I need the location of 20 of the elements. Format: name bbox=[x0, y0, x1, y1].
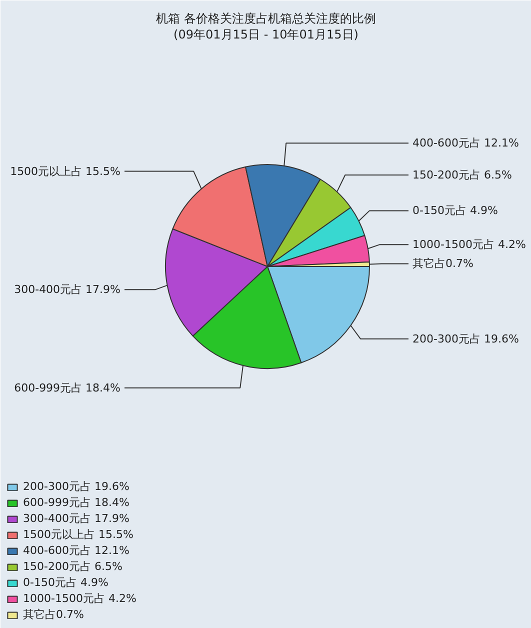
slice-label: 1500元以上占 15.5% bbox=[10, 164, 120, 178]
legend-label: 150-200元占 6.5% bbox=[23, 559, 122, 574]
slice-label: 其它占0.7% bbox=[412, 257, 474, 270]
slice-label: 200-300元占 19.6% bbox=[412, 332, 519, 346]
slice-label: 0-150元占 4.9% bbox=[412, 204, 498, 218]
chart-title: 机箱 各价格关注度占机箱总关注度的比例 bbox=[156, 12, 376, 26]
slice-label: 1000-1500元占 4.2% bbox=[412, 238, 526, 252]
legend-label: 600-999元占 18.4% bbox=[23, 495, 130, 510]
slice-label: 300-400元占 17.9% bbox=[14, 283, 121, 296]
chart-subtitle: (09年01月15日 - 10年01月15日) bbox=[174, 28, 358, 42]
slice-label: 600-999元占 18.4% bbox=[14, 381, 121, 394]
legend-label: 1000-1500元占 4.2% bbox=[23, 591, 136, 606]
legend-label: 200-300元占 19.6% bbox=[23, 479, 130, 494]
legend-label: 400-600元占 12.1% bbox=[23, 543, 130, 558]
legend-label: 其它占0.7% bbox=[23, 607, 84, 622]
legend-label: 300-400元占 17.9% bbox=[23, 511, 130, 526]
legend-label: 1500元以上占 15.5% bbox=[23, 527, 134, 542]
legend-label: 0-150元占 4.9% bbox=[23, 575, 108, 590]
slice-label: 150-200元占 6.5% bbox=[412, 168, 512, 182]
slice-label: 400-600元占 12.1% bbox=[412, 136, 519, 150]
